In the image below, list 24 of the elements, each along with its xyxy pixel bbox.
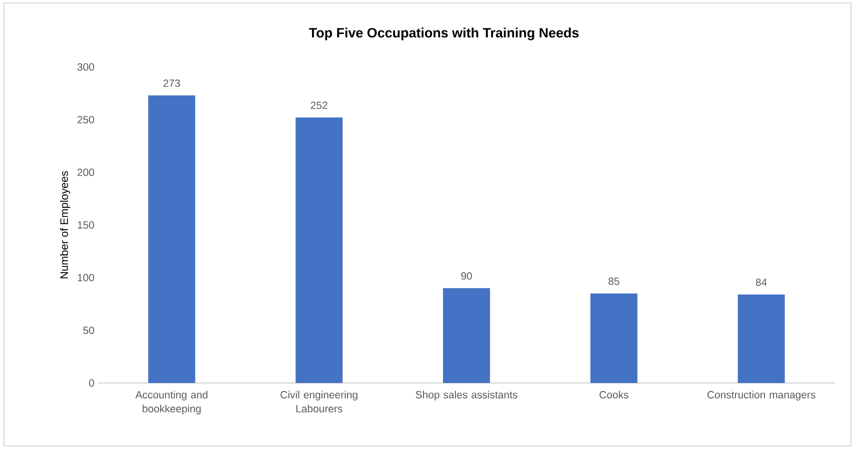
y-tick-label: 150	[78, 221, 94, 229]
x-tick-label: Cooks	[600, 390, 628, 398]
x-tick-label: Construction managers	[707, 390, 816, 401]
x-tick-label: Shop sales assistants	[416, 390, 518, 401]
y-tick-label: 200	[78, 168, 94, 176]
y-axis-title: Number of Employees	[60, 171, 70, 278]
bar	[148, 95, 196, 383]
bar	[443, 288, 490, 383]
y-tick-label: 250	[78, 116, 94, 124]
bar	[738, 294, 785, 383]
y-tick-label: 300	[77, 63, 94, 71]
data-label: 90	[461, 272, 472, 280]
y-tick-label: 0	[89, 379, 94, 387]
chart-title: Top Five Occupations with Training Needs	[309, 28, 579, 40]
data-label: 252	[310, 102, 328, 110]
y-tick-label: 50	[83, 326, 94, 334]
data-label: 84	[756, 278, 767, 286]
data-label: 85	[608, 278, 620, 285]
x-tick-label: Accounting and bookkeeping	[135, 390, 208, 414]
data-label: 273	[164, 80, 180, 87]
x-tick-label: Civil engineering Labourers	[280, 390, 358, 412]
y-tick-label: 100	[78, 274, 94, 282]
bar	[590, 293, 638, 383]
bar	[296, 118, 343, 383]
